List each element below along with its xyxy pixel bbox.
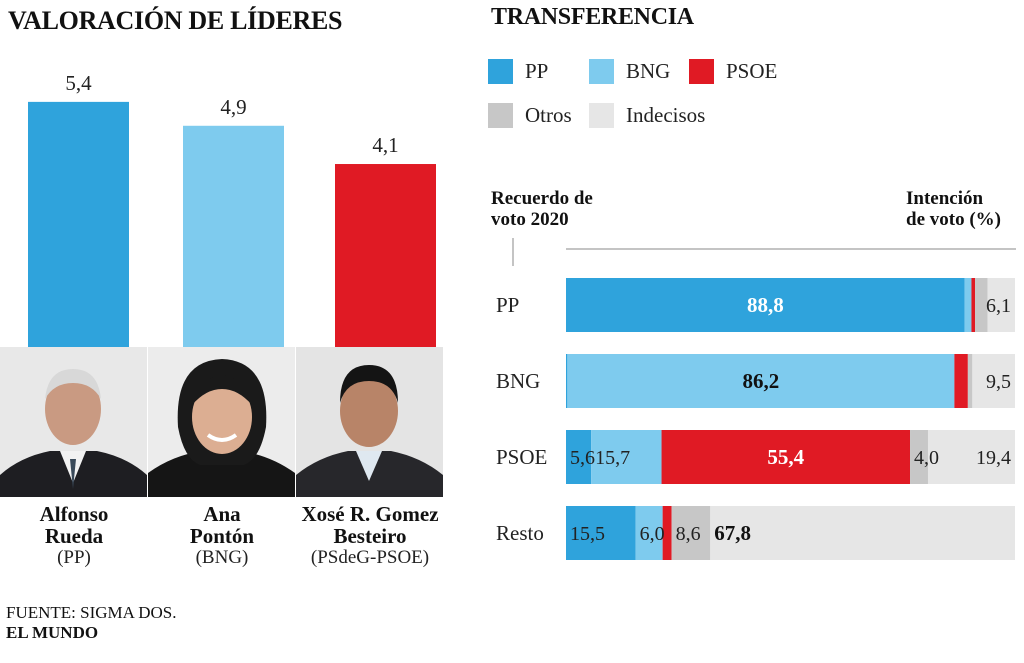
segment-value-label: 19,4 (976, 447, 1011, 469)
segment-value-label: 15,5 (570, 523, 605, 545)
leader-bar-value: 4,9 (220, 95, 246, 119)
legend-swatch (689, 59, 714, 84)
segment-bng (964, 278, 972, 332)
legend-label: BNG (626, 59, 671, 83)
segment-otros (910, 430, 928, 484)
legend-swatch (488, 103, 513, 128)
segment-value-label: 9,5 (986, 371, 1011, 393)
segment-indecisos (972, 354, 1015, 408)
leader-last-name: Rueda (44, 524, 104, 548)
leader-bar-value: 5,4 (65, 71, 92, 95)
segment-value-label: 55,4 (767, 445, 804, 469)
header-line: voto 2020 (491, 209, 569, 230)
source-text: FUENTE: SIGMA DOS. (6, 603, 177, 622)
brand-name: EL MUNDO (6, 623, 99, 642)
segment-psoe (662, 506, 672, 560)
photo-alfonso-rueda (0, 347, 147, 497)
header-recuerdo: Recuerdo de voto 2020 (491, 188, 593, 230)
legend-label: PSOE (726, 59, 778, 83)
segment-bng (567, 354, 955, 408)
legend-item-psoe: PSOE (689, 59, 777, 84)
legend-item-pp: PP (488, 59, 548, 84)
segment-otros (975, 278, 988, 332)
segment-otros (967, 354, 973, 408)
legend-label: Otros (525, 103, 572, 127)
segment-pp (566, 506, 636, 560)
legend-item-bng: BNG (589, 59, 670, 84)
source-note: FUENTE: SIGMA DOS. EL MUNDO (6, 603, 177, 643)
leader-bar-value: 4,1 (372, 133, 398, 157)
segment-value-label: 67,8 (714, 521, 751, 545)
leader-label-rueda: Alfonso Rueda (PP) (0, 503, 154, 569)
segment-pp (566, 278, 965, 332)
segment-psoe (954, 354, 968, 408)
header-line: Recuerdo de (491, 188, 593, 209)
legend-label: PP (525, 59, 549, 83)
segment-indecisos (927, 430, 1015, 484)
photo-xose-besteiro (296, 347, 443, 497)
segment-value-label: 15,7 (595, 447, 630, 469)
segment-value-label: 88,8 (747, 293, 784, 317)
segment-value-label: 6,0 (640, 523, 665, 545)
legend-label: Indecisos (626, 103, 706, 127)
header-line: Intención (906, 188, 984, 209)
leader-first-name: Xosé R. Gomez (301, 502, 439, 526)
transfer-stacked-bar-chart: PP 88,8 6,1 BNG 86,2 9,5 PSOE 5,6 15,7 55,4 4,0 19,… (496, 238, 1016, 560)
segment-value-label: 4,0 (914, 447, 939, 469)
segment-value-label: 5,6 (570, 447, 595, 469)
leader-bar (28, 101, 129, 360)
leader-label-ponton: Ana Pontón (BNG) (142, 503, 302, 569)
segment-otros (671, 506, 711, 560)
leader-party: (PSdeG-PSOE) (310, 547, 430, 568)
segment-psoe (661, 430, 911, 484)
segment-bng (591, 430, 662, 484)
leader-bar (183, 125, 284, 360)
segment-value-label: 8,6 (676, 523, 701, 545)
legend-swatch (589, 59, 614, 84)
leader-last-name: Pontón (189, 524, 255, 548)
segment-indecisos (710, 506, 1015, 560)
leaders-bar-chart: 5,4 4,9 4,1 (28, 71, 436, 360)
legend-item-indecisos: Indecisos (589, 103, 705, 128)
leader-bar (335, 164, 436, 360)
leader-party: (BNG) (195, 547, 249, 568)
header-line: de voto (%) (906, 209, 1001, 230)
segment-pp (566, 354, 568, 408)
transfer-chart-title: TRANSFERENCIA (491, 4, 694, 30)
legend-item-otros: Otros (488, 103, 572, 128)
leader-first-name: Alfonso (39, 502, 109, 526)
leaders-chart-title: VALORACIÓN DE LÍDERES (8, 6, 343, 35)
segment-value-label: 86,2 (742, 369, 779, 393)
row-label: Resto (496, 521, 544, 545)
segment-pp (566, 430, 592, 484)
leader-first-name: Ana (203, 502, 241, 526)
segment-indecisos (987, 278, 1015, 332)
legend-swatch (589, 103, 614, 128)
legend-swatch (488, 59, 513, 84)
row-label: BNG (496, 369, 540, 393)
segment-psoe (971, 278, 976, 332)
segment-bng (635, 506, 663, 560)
row-label: PP (496, 293, 519, 317)
leader-last-name: Besteiro (333, 524, 407, 548)
leader-label-besteiro: Xosé R. Gomez Besteiro (PSdeG-PSOE) (290, 503, 450, 569)
row-label: PSOE (496, 445, 547, 469)
header-intencion: Intención de voto (%) (906, 188, 1001, 230)
photo-ana-ponton (148, 347, 295, 497)
segment-value-label: 6,1 (986, 295, 1011, 317)
leader-party: (PP) (57, 547, 91, 568)
